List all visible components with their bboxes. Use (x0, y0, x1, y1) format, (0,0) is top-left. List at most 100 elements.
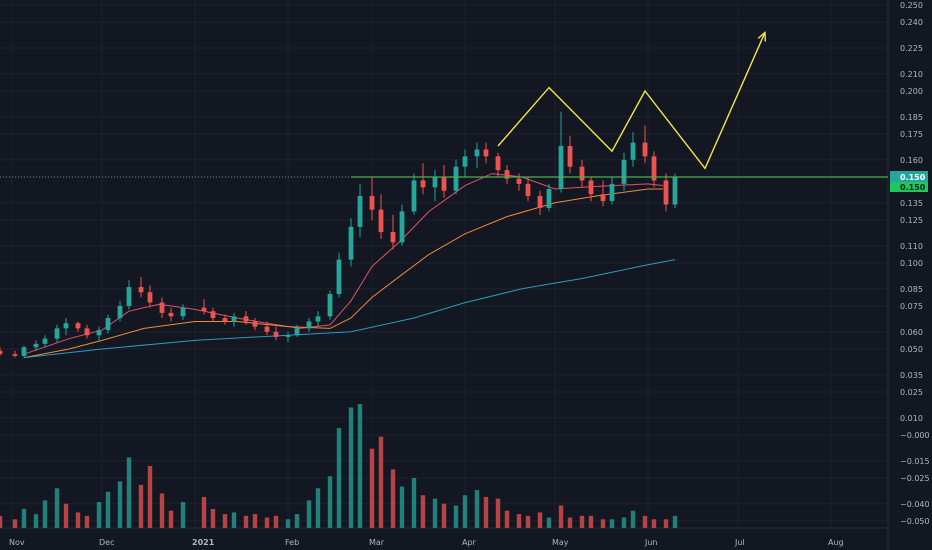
volume-bar (231, 512, 237, 528)
price-tick-label: 0.110 (900, 242, 923, 251)
volume-bar (42, 500, 48, 528)
candle-body (462, 156, 468, 167)
candle-body (117, 306, 123, 319)
candle-body (579, 166, 585, 181)
volume-bar (117, 481, 123, 528)
price-tick-label: 0.035 (900, 371, 923, 380)
price-tick-label: 0.085 (900, 285, 923, 294)
volume-bar (411, 478, 417, 528)
volume-bar (285, 519, 291, 528)
candle-body (672, 177, 678, 205)
candle-body (327, 293, 333, 317)
trend-drawing (497, 31, 767, 170)
price-tick-label: −0.025 (900, 474, 930, 483)
candle-body (474, 149, 480, 157)
support-price-badge (890, 182, 928, 192)
price-tick-label: 0.125 (900, 216, 923, 225)
last-price-value: 0.150 (900, 173, 926, 182)
volume-bar (462, 495, 468, 528)
volume-bar (420, 495, 426, 528)
candle-body (0, 350, 3, 355)
candle-body (588, 180, 594, 195)
time-axis[interactable]: Nov Dec 2021 Feb Mar Apr May Jun Jul Aug (9, 538, 844, 547)
candle-body (201, 307, 207, 312)
candle-body (222, 318, 228, 322)
time-tick-label: Feb (285, 538, 299, 547)
price-tick-label: 0.225 (900, 44, 923, 53)
price-tick-label: 0.185 (900, 113, 923, 122)
candle-body (306, 321, 312, 329)
candle-body (285, 335, 291, 337)
time-tick-label: Dec (99, 538, 114, 547)
volume-bar (546, 517, 552, 528)
volume-bar (609, 519, 615, 528)
candle-body (54, 328, 60, 339)
candle-body (42, 338, 48, 344)
volume-bar (348, 407, 354, 528)
price-tick-label: −0.050 (900, 517, 930, 526)
volume-bar (504, 510, 510, 528)
candle-body (558, 146, 564, 190)
time-tick-label: Nov (9, 538, 25, 547)
arrow-head-icon (757, 31, 767, 42)
volume-bar (579, 515, 585, 528)
volume-bar (327, 476, 333, 528)
candle-body (231, 316, 237, 322)
candle-body (411, 180, 417, 212)
candle-body (159, 302, 165, 313)
volume-bars (0, 404, 678, 528)
candle-body (420, 180, 426, 188)
price-tick-label: −0.040 (900, 500, 930, 509)
candle-body (126, 287, 132, 306)
volume-bar (558, 505, 564, 528)
time-tick-label: 2021 (192, 538, 215, 547)
volume-bar (663, 519, 669, 528)
volume-bar (180, 502, 186, 528)
candle-body (168, 312, 174, 317)
volume-bar (138, 484, 144, 528)
price-tick-label: −0.015 (900, 457, 930, 466)
price-tick-label: −0.000 (900, 431, 930, 440)
candle-body (264, 326, 270, 332)
candle-body (75, 323, 81, 329)
volume-bar (0, 515, 3, 528)
price-tick-label: 0.160 (900, 156, 923, 165)
price-tick-label: 0.060 (900, 328, 923, 337)
volume-bar (252, 514, 258, 528)
chart-grid (0, 0, 889, 550)
price-candles (0, 111, 678, 358)
candle-body (348, 226, 354, 260)
price-tick-label: 0.135 (900, 199, 923, 208)
candle-body (504, 170, 510, 179)
volume-bar (147, 465, 153, 528)
candle-body (453, 166, 459, 191)
volume-bar (432, 498, 438, 528)
volume-bar (21, 508, 27, 528)
candle-body (21, 347, 27, 356)
candle-body (483, 149, 489, 157)
time-tick-label: Jun (644, 538, 658, 547)
volume-bar (642, 515, 648, 528)
volume-bar (294, 514, 300, 528)
volume-bar (54, 488, 60, 528)
candle-body (252, 321, 258, 327)
time-tick-label: Jul (734, 538, 745, 547)
candle-body (495, 156, 501, 171)
volume-bar (600, 519, 606, 528)
price-tick-label: 0.075 (900, 302, 923, 311)
price-axis[interactable]: 0.250 0.240 0.225 0.210 0.200 0.185 0.175 0.160… (890, 1, 930, 526)
volume-bar (159, 493, 165, 528)
candle-body (315, 316, 321, 322)
candle-body (63, 323, 69, 329)
volume-bar (537, 512, 543, 528)
candle-body (105, 318, 111, 331)
candle-body (336, 259, 342, 294)
volume-bar (651, 519, 657, 528)
price-tick-label: 0.050 (900, 345, 923, 354)
moving-average-line-3 (23, 259, 676, 359)
price-tick-label: 0.010 (900, 414, 923, 423)
volume-bar (474, 490, 480, 528)
volume-bar (567, 517, 573, 528)
volume-bar (621, 517, 627, 528)
